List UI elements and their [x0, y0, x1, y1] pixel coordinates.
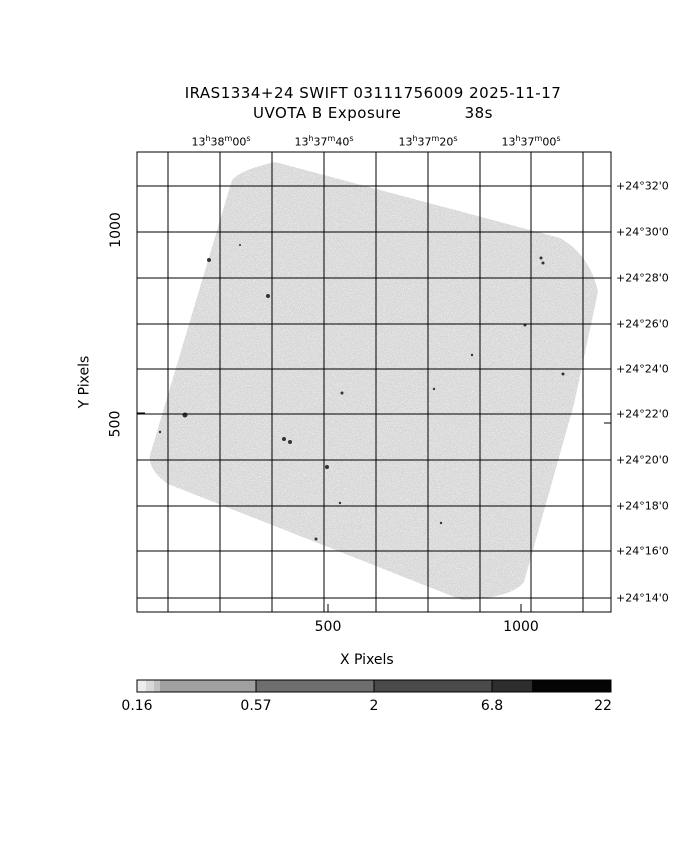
x-tick-label: 1000 — [503, 619, 539, 635]
dec-tick-label: +24°30'0 — [616, 225, 669, 239]
star-source — [340, 391, 344, 395]
ra-tick-label: 13h37m00s — [501, 134, 561, 149]
dec-tick-label: +24°28'0 — [616, 271, 669, 285]
x-tick-label: 500 — [314, 619, 342, 635]
dec-tick-label: +24°24'0 — [616, 362, 669, 376]
y-tick-label: 1000 — [107, 212, 124, 248]
star-sources — [158, 244, 565, 541]
star-source — [314, 537, 318, 541]
colorbar-tick-label: 2 — [369, 698, 379, 714]
star-source — [239, 244, 241, 246]
star-source — [338, 501, 342, 505]
exposure-label: UVOTA B Exposure — [253, 104, 402, 122]
dec-tick-label: +24°14'0 — [616, 591, 669, 605]
y-axis-label: Y Pixels — [76, 355, 93, 409]
dec-tick-label: +24°26'0 — [616, 317, 669, 331]
colorbar-tick-label: 6.8 — [480, 698, 504, 714]
star-source — [470, 353, 474, 357]
ra-tick-label: 13h37m20s — [398, 134, 458, 149]
colorbar — [136, 679, 612, 693]
exposure-footprint — [149, 162, 598, 600]
plot-subtitle: UVOTA B Exposure 38s — [0, 104, 680, 122]
colorbar-tick-label: 0.16 — [121, 698, 153, 714]
x-axis-label: X Pixels — [340, 652, 394, 668]
ra-tick-label: 13h38m00s — [191, 134, 251, 149]
star-source — [207, 258, 211, 262]
star-source — [282, 437, 286, 441]
axis-ticks — [137, 152, 611, 612]
dec-tick-label: +24°32'0 — [616, 179, 669, 193]
ra-tick-label: 13h37m40s — [294, 134, 354, 149]
dec-tick-label: +24°16'0 — [616, 544, 669, 558]
star-source — [561, 372, 565, 376]
exposure-time: 38s — [464, 104, 493, 122]
star-source — [158, 430, 162, 434]
star-source — [182, 412, 188, 418]
star-source — [439, 521, 443, 525]
star-source — [325, 465, 329, 469]
star-source — [288, 440, 292, 444]
colorbar-tick-label: 0.57 — [240, 698, 272, 714]
star-source — [541, 261, 545, 265]
dec-tick-label: +24°18'0 — [616, 499, 669, 513]
plot-frame — [136, 151, 612, 613]
star-source — [266, 294, 270, 298]
plot-title: IRAS1334+24 SWIFT 03111756009 2025-11-17 — [184, 84, 562, 102]
coordinate-grid — [137, 152, 611, 612]
dec-tick-label: +24°22'0 — [616, 407, 669, 421]
star-source — [539, 256, 543, 260]
colorbar-tick-label: 22 — [594, 698, 612, 714]
star-source — [432, 387, 436, 391]
y-tick-label: 500 — [107, 410, 124, 438]
dec-tick-label: +24°20'0 — [616, 453, 669, 467]
